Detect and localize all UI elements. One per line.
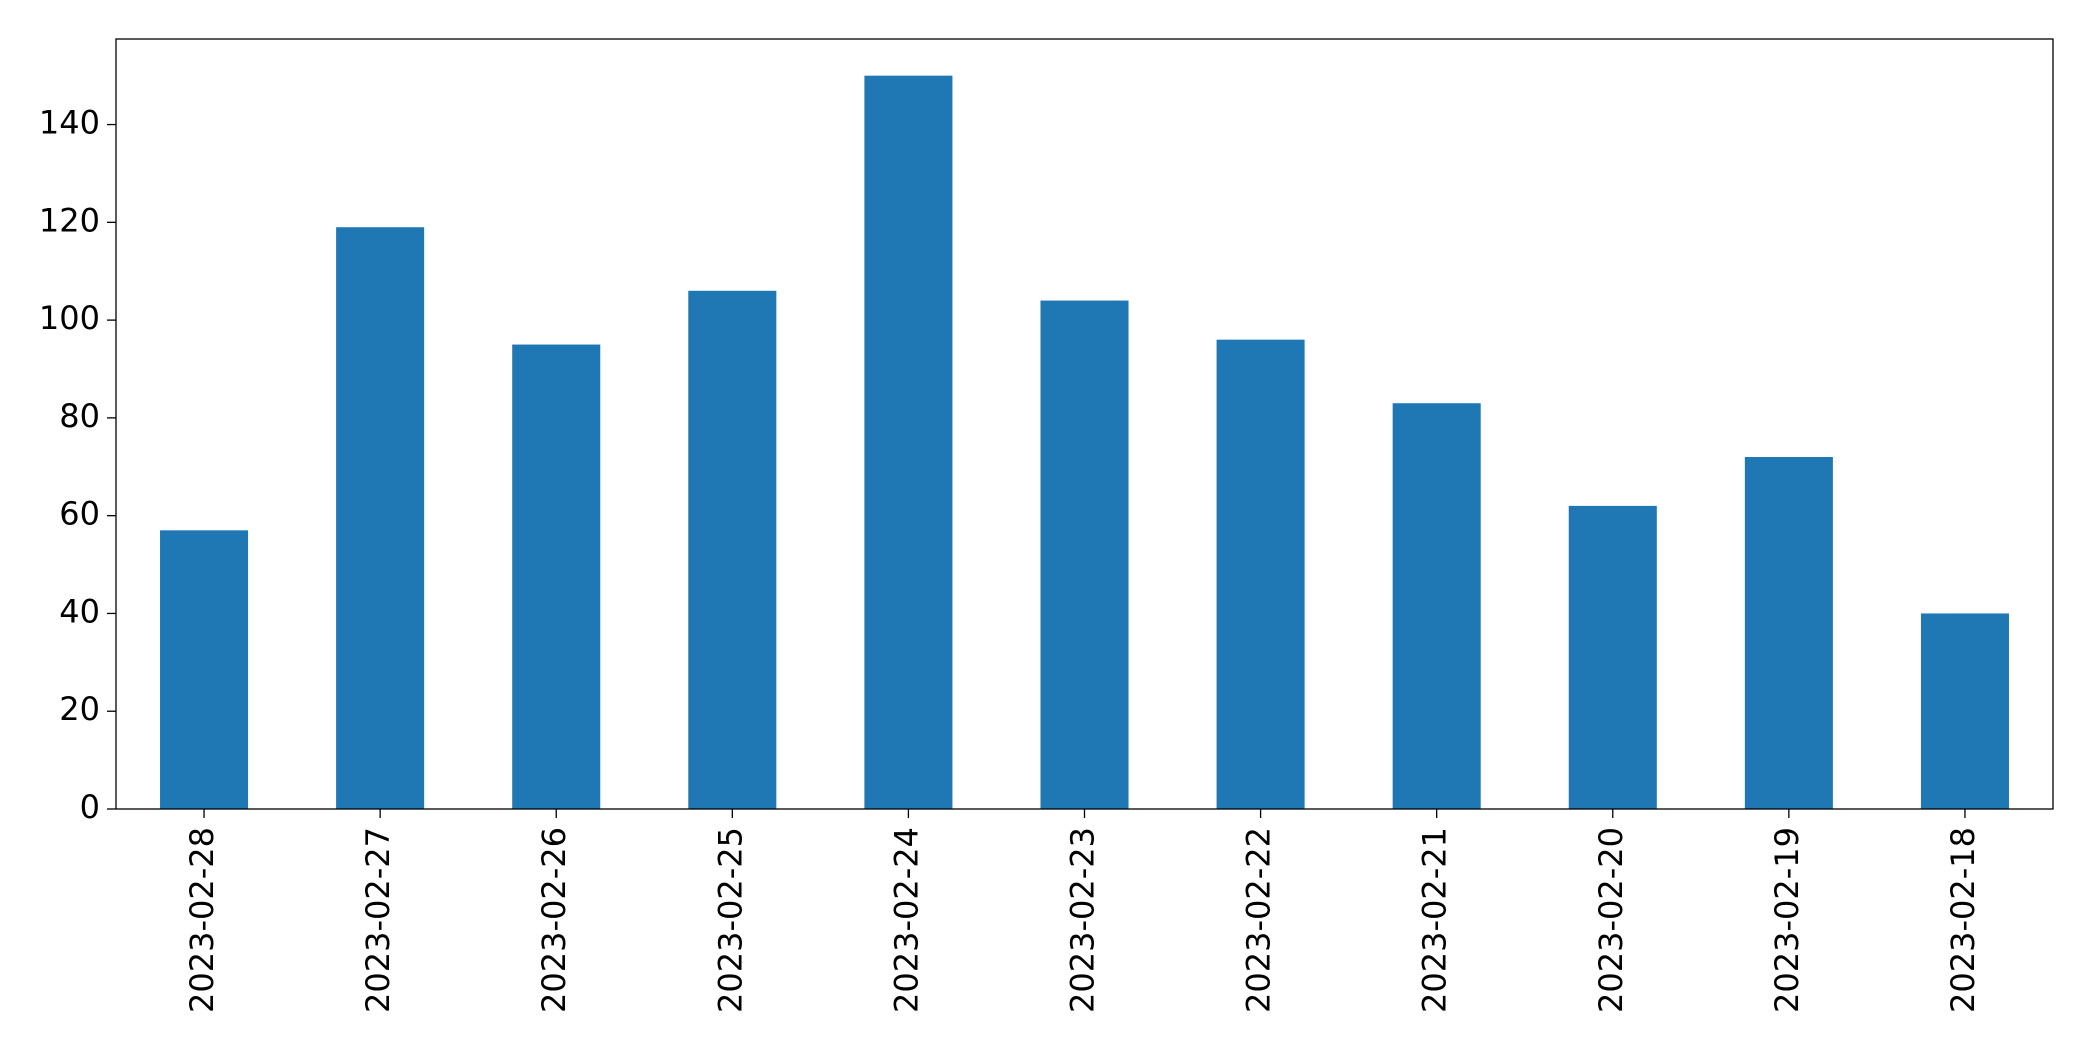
bar (1392, 403, 1481, 809)
x-tick-label: 2023-02-28 (183, 827, 221, 1013)
y-tick-label: 0 (80, 788, 100, 826)
bar (864, 75, 953, 809)
y-tick-label: 80 (59, 397, 100, 435)
x-tick-label: 2023-02-18 (1944, 827, 1982, 1013)
bar (688, 290, 777, 809)
y-tick-label: 20 (59, 690, 100, 728)
plot-frame (115, 38, 2054, 810)
y-tick-label: 100 (39, 299, 100, 337)
bar (1216, 339, 1305, 809)
y-tick-label: 140 (39, 104, 100, 142)
y-tick-label: 60 (59, 495, 100, 533)
bar (160, 530, 249, 809)
y-tick-label: 120 (39, 201, 100, 239)
bar (1568, 505, 1657, 809)
bar (336, 227, 425, 809)
bar (512, 344, 601, 809)
x-tick-label: 2023-02-22 (1240, 827, 1278, 1013)
x-tick-label: 2023-02-21 (1416, 827, 1454, 1013)
x-tick-label: 2023-02-20 (1592, 827, 1630, 1013)
x-tick-label: 2023-02-27 (359, 827, 397, 1013)
x-tick-label: 2023-02-25 (711, 827, 749, 1013)
x-tick-label: 2023-02-24 (887, 827, 925, 1013)
bar (1920, 613, 2009, 809)
x-tick-label: 2023-02-19 (1768, 827, 1806, 1013)
bar (1744, 457, 1833, 809)
bar (1040, 300, 1129, 809)
y-tick-label: 40 (59, 592, 100, 630)
x-tick-label: 2023-02-23 (1064, 827, 1102, 1013)
x-tick-label: 2023-02-26 (535, 827, 573, 1013)
